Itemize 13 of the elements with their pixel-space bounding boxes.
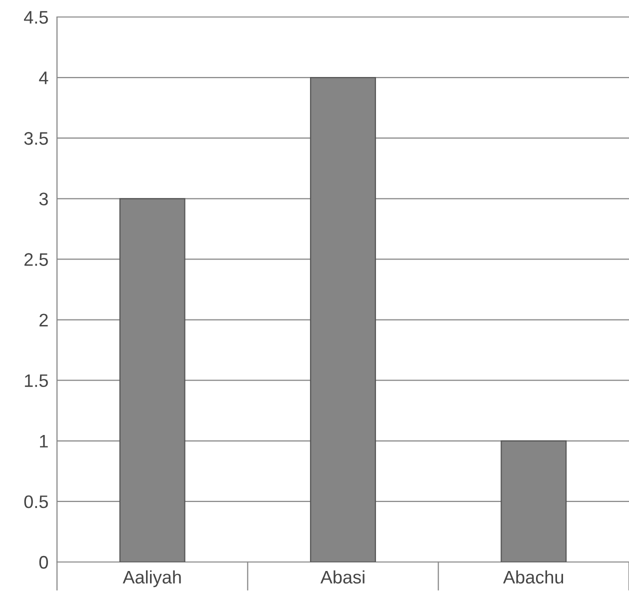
y-tick-label: 4 (39, 72, 48, 84)
y-tick-label: 3 (39, 192, 48, 206)
y-tick-label: 2 (40, 314, 48, 326)
x-tick-label: Aaliyah (122, 570, 181, 588)
x-tick-label: Abasi (320, 570, 364, 584)
y-tick-label: 3.5 (24, 132, 48, 145)
x-tick-label: Abachu (503, 570, 564, 584)
y-tick-label: 1 (40, 435, 48, 448)
y-tick-label: 0 (39, 556, 48, 569)
y-tick-label: 1.5 (24, 374, 48, 388)
y-tick-label: 0.5 (24, 495, 48, 508)
y-tick-label: 4.5 (24, 11, 48, 24)
y-tick-label: 2.5 (24, 253, 48, 266)
